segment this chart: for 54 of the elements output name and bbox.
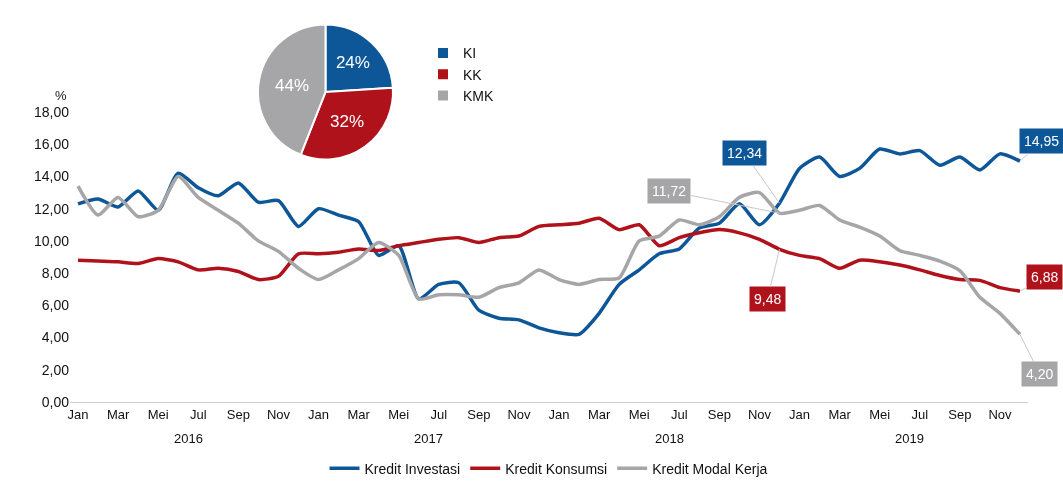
x-tick-label: Nov xyxy=(988,406,1012,422)
x-tick-label: Mar xyxy=(828,406,852,422)
data-label: 14,95 xyxy=(1024,133,1060,149)
data-label: 9,48 xyxy=(754,291,782,307)
x-tick-label: Nov xyxy=(266,406,291,422)
text: 2019 xyxy=(895,431,924,446)
x-tick-label: Jul xyxy=(189,406,207,422)
y-tick-label: 6,00 xyxy=(41,297,70,314)
x-tick-label: Mei xyxy=(147,406,169,422)
x-tick-label: Sep xyxy=(226,406,250,422)
y-tick-label: 14,00 xyxy=(33,168,70,185)
y-axis-title: % xyxy=(55,88,67,103)
x-tick-label: Jul xyxy=(430,406,448,422)
x-tick-label: Jan xyxy=(308,406,329,422)
y-tick-label: 0,00 xyxy=(41,393,70,410)
x-tick-label: Nov xyxy=(507,406,531,422)
data-label: 11,72 xyxy=(652,183,687,199)
legend-label: Kredit Konsumsi xyxy=(505,460,608,477)
x-tick-label: Sep xyxy=(948,406,972,422)
x-tick-label: Mei xyxy=(628,406,650,422)
y-tick-label: 4,00 xyxy=(41,329,70,346)
data-label: 32% xyxy=(330,112,365,132)
data-label: 44% xyxy=(275,76,310,96)
legend-label: Kredit Investasi xyxy=(364,460,461,477)
data-label: 6,88 xyxy=(1031,269,1059,285)
x-tick-label: Mar xyxy=(347,406,371,422)
legend-label: KI xyxy=(463,45,477,62)
x-tick-label: Sep xyxy=(707,406,731,422)
x-tick-label: Mar xyxy=(106,406,130,422)
y-tick-label: 16,00 xyxy=(33,136,70,153)
x-tick-label: Mei xyxy=(869,406,891,422)
x-tick-label: Nov xyxy=(747,406,772,422)
x-tick-label: Mei xyxy=(388,406,410,422)
legend-label: Kredit Modal Kerja xyxy=(652,460,768,477)
y-tick-label: 10,00 xyxy=(33,232,70,249)
legend-label: KK xyxy=(463,66,483,83)
x-tick-label: Jan xyxy=(789,406,810,422)
y-tick-label: 18,00 xyxy=(33,103,70,120)
data-label: 4,20 xyxy=(1026,366,1054,382)
legend-label: KMK xyxy=(463,87,494,104)
text: 2016 xyxy=(174,431,203,446)
text: 2018 xyxy=(655,431,684,446)
x-tick-label: Mar xyxy=(587,406,611,422)
x-tick-label: Sep xyxy=(467,406,491,422)
y-tick-label: 2,00 xyxy=(41,361,70,378)
x-tick-label: Jan xyxy=(548,406,570,422)
x-tick-label: Jan xyxy=(67,406,89,422)
x-tick-label: Jul xyxy=(670,406,688,422)
x-tick-label: Jul xyxy=(911,406,929,422)
text: 2017 xyxy=(414,431,443,446)
data-label: 24% xyxy=(335,53,370,73)
y-tick-label: 8,00 xyxy=(41,265,70,282)
y-tick-label: 12,00 xyxy=(33,200,70,217)
data-label: 12,34 xyxy=(727,145,763,161)
